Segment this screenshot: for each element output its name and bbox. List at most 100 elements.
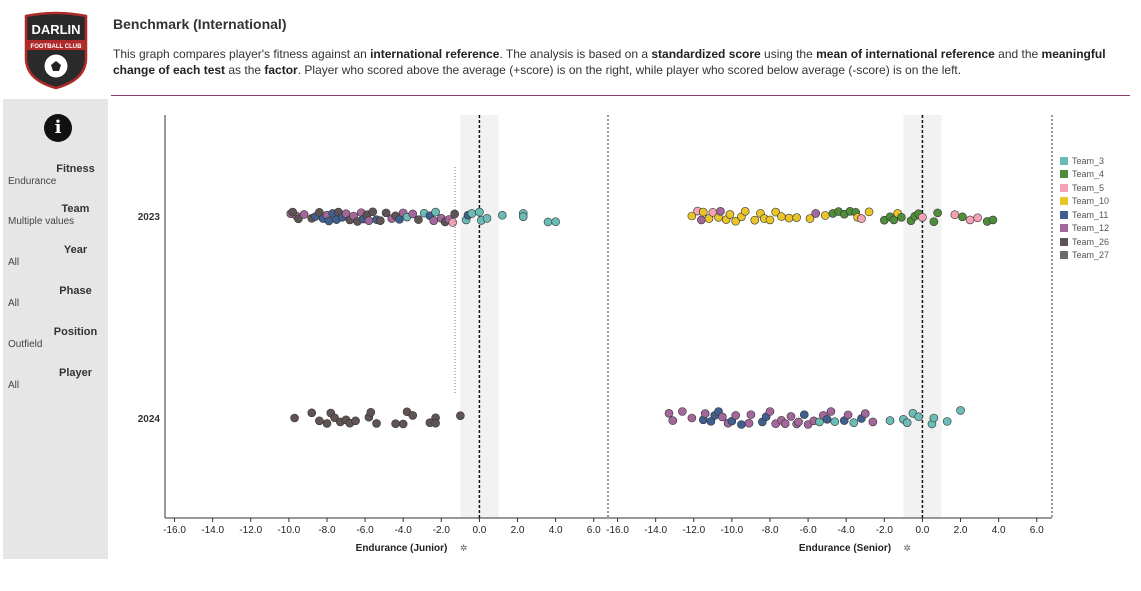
x-tick-label: -6.0 xyxy=(356,525,374,536)
data-point-team_5 xyxy=(918,213,927,222)
legend-item-team_5[interactable]: Team_5 xyxy=(1060,181,1109,195)
data-point-team_10 xyxy=(777,212,786,221)
x-tick-label: -10.0 xyxy=(277,525,300,536)
data-point-team_26 xyxy=(381,208,391,218)
info-icon[interactable]: i xyxy=(44,114,72,142)
data-point-team_10 xyxy=(725,210,735,219)
description-emphasis: mean of international reference xyxy=(816,47,995,61)
data-point-team_12 xyxy=(687,413,697,423)
data-point-team_12 xyxy=(718,412,727,422)
legend-item-team_3[interactable]: Team_3 xyxy=(1060,154,1109,168)
x-tick-label: -12.0 xyxy=(682,525,705,536)
data-point-team_3 xyxy=(885,416,895,425)
data-point-team_4 xyxy=(929,217,939,227)
data-point-team_10 xyxy=(704,214,714,223)
data-point-team_10 xyxy=(687,211,697,221)
legend-swatch xyxy=(1060,224,1068,233)
row-label-2023: 2023 xyxy=(138,212,161,223)
filter-label: Fitness xyxy=(56,163,95,175)
legend-item-team_12[interactable]: Team_12 xyxy=(1060,222,1109,236)
x-tick-label: 6.0 xyxy=(1030,525,1044,536)
filter-position[interactable]: Position Outfield xyxy=(3,326,108,350)
data-point-team_3 xyxy=(431,207,440,217)
filter-value: All xyxy=(8,380,20,391)
legend-swatch xyxy=(1060,170,1068,179)
data-point-team_26 xyxy=(366,407,376,417)
legend-item-team_26[interactable]: Team_26 xyxy=(1060,235,1109,249)
data-point-team_12 xyxy=(678,407,687,416)
filter-label: Year xyxy=(63,244,88,256)
data-point-team_10 xyxy=(864,207,874,217)
data-point-team_12 xyxy=(664,409,674,418)
legend-label: Team_4 xyxy=(1072,169,1105,180)
data-point-team_3 xyxy=(914,412,923,422)
description-text: using the xyxy=(760,47,817,61)
data-point-team_10 xyxy=(698,207,708,217)
filter-value: Endurance xyxy=(8,176,57,187)
data-point-team_10 xyxy=(792,213,801,222)
data-point-team_26 xyxy=(315,416,324,426)
filter-team[interactable]: Team Multiple values xyxy=(3,203,108,227)
filter-player[interactable]: Player All xyxy=(3,367,108,391)
filter-label: Phase xyxy=(59,285,92,297)
filter-label: Player xyxy=(58,367,93,379)
x-tick-label: 4.0 xyxy=(992,525,1006,536)
legend-item-team_4[interactable]: Team_4 xyxy=(1060,168,1109,182)
filter-year[interactable]: Year All xyxy=(3,244,108,268)
benchmark-chart: 2023 2024 -16.0 -14.0 -12.0 -10.0 -8.0 -6.0 -4.0… xyxy=(138,115,1053,554)
filter-value: All xyxy=(8,298,20,309)
x-tick-label: -16.0 xyxy=(606,525,629,536)
legend-swatch xyxy=(1060,251,1068,260)
club-logo: DARLIN FOOTBALL CLUB xyxy=(24,11,88,90)
x-tick-label: -12.0 xyxy=(239,525,262,536)
x-tick-label: -16.0 xyxy=(163,525,186,536)
data-point-team_10 xyxy=(820,211,830,220)
data-point-team_3 xyxy=(467,209,477,218)
data-point-team_4 xyxy=(958,212,967,222)
data-point-team_3 xyxy=(551,217,560,227)
x-axis-label: Endurance (Junior) xyxy=(356,543,448,554)
x-tick-label: 2.0 xyxy=(511,525,525,536)
x-tick-label: 0.0 xyxy=(472,525,486,536)
data-point-team_5 xyxy=(973,213,982,223)
data-point-team_4 xyxy=(933,208,942,218)
legend-swatch xyxy=(1060,183,1068,192)
data-point-team_3 xyxy=(902,418,912,427)
filter-value: Multiple values xyxy=(8,216,75,227)
legend-item-team_27[interactable]: Team_27 xyxy=(1060,249,1109,263)
filter-phase[interactable]: Phase All xyxy=(3,285,108,309)
pin-icon: ✲ xyxy=(460,544,468,554)
data-point-team_12 xyxy=(786,412,796,421)
legend-label: Team_26 xyxy=(1072,236,1110,247)
data-point-team_10 xyxy=(771,207,780,217)
data-point-team_11 xyxy=(395,215,404,224)
x-axis-label: Endurance (Senior) xyxy=(799,543,891,554)
data-point-team_26 xyxy=(456,411,465,420)
legend-swatch xyxy=(1060,237,1068,246)
data-point-team_12 xyxy=(843,410,853,420)
description-text: and the xyxy=(994,47,1042,61)
data-point-team_10 xyxy=(731,216,740,226)
x-tick-label: -6.0 xyxy=(799,525,817,536)
data-point-team_4 xyxy=(897,213,906,222)
data-point-team_26 xyxy=(391,419,400,429)
data-point-team_11 xyxy=(799,410,809,419)
filter-fitness[interactable]: Fitness Endurance xyxy=(3,163,108,187)
data-point-team_12 xyxy=(341,209,351,218)
data-point-team_12 xyxy=(697,215,706,225)
data-point-team_12 xyxy=(860,409,870,418)
legend-item-team_10[interactable]: Team_10 xyxy=(1060,195,1109,209)
row-label-2024: 2024 xyxy=(138,414,161,425)
x-tick-label: 0.0 xyxy=(915,525,929,536)
data-point-team_12 xyxy=(826,407,836,416)
data-point-team_12 xyxy=(299,210,309,219)
data-point-team_10 xyxy=(805,214,815,223)
x-tick-label: 2.0 xyxy=(954,525,968,536)
data-point-team_12 xyxy=(746,410,756,419)
data-point-team_5 xyxy=(857,214,866,223)
description-text: . Player who scored above the average (+… xyxy=(297,63,962,77)
pin-icon: ✲ xyxy=(903,544,911,554)
x-tick-label: -2.0 xyxy=(876,525,894,536)
data-point-team_3 xyxy=(956,406,965,415)
legend-item-team_11[interactable]: Team_11 xyxy=(1060,208,1109,222)
